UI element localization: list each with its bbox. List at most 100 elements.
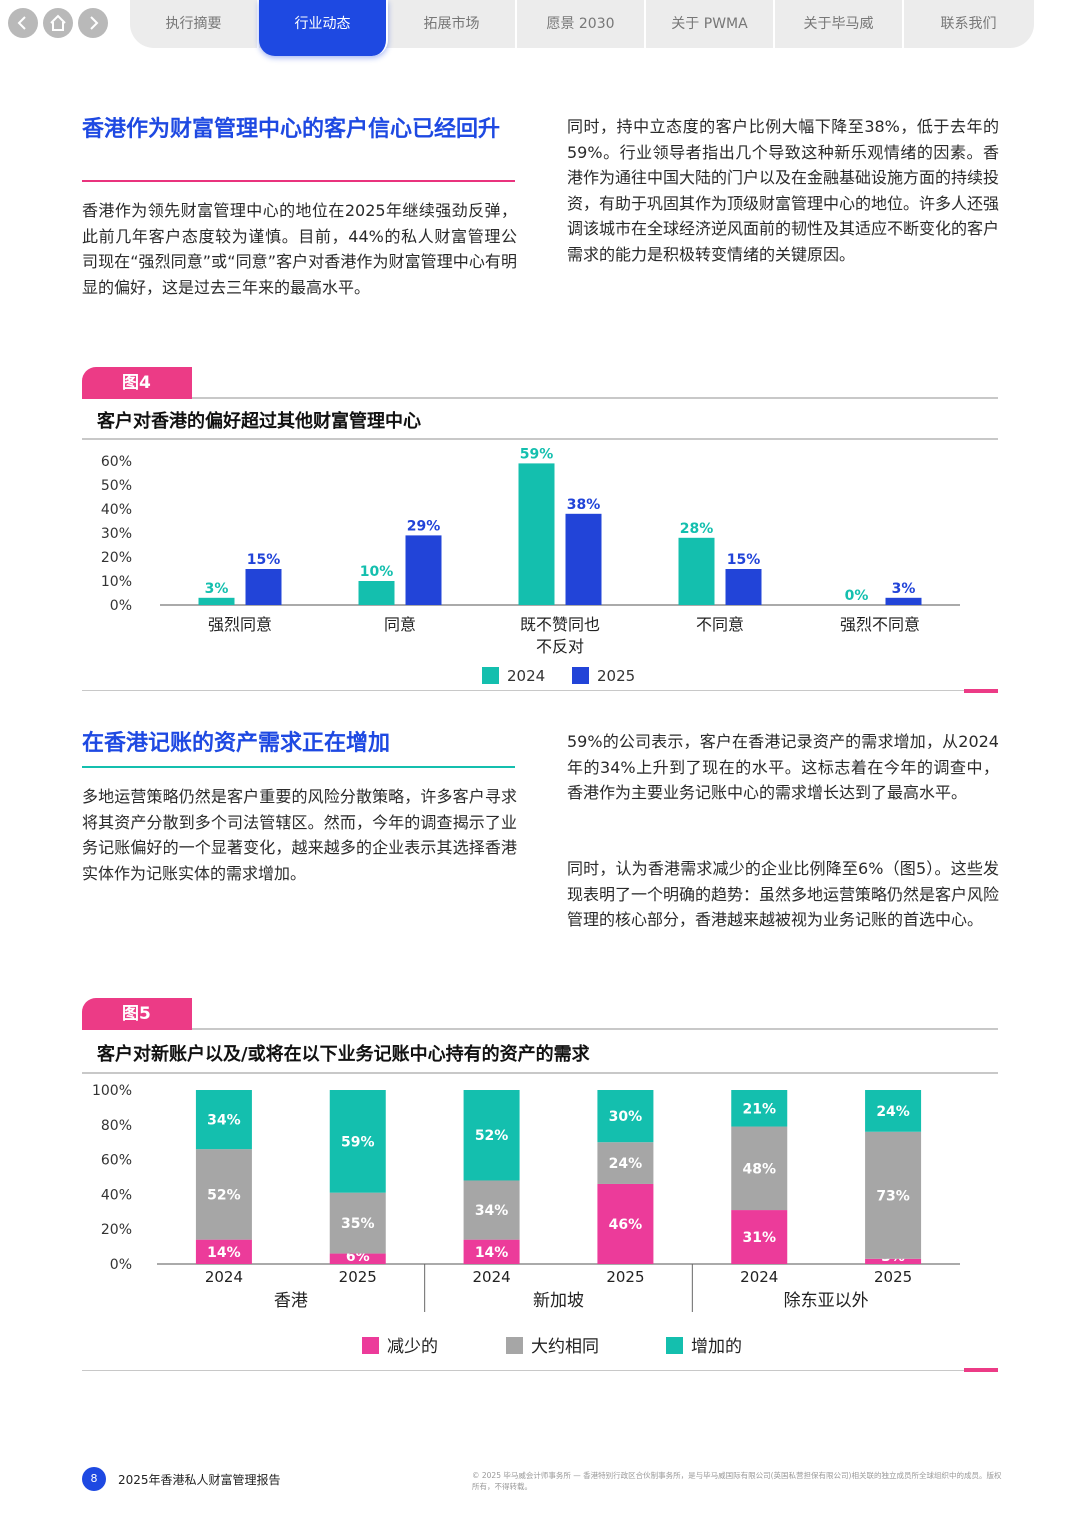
data-label: 46% <box>609 1217 643 1233</box>
stack-segment-减少的 <box>329 1253 386 1264</box>
data-label: 34% <box>207 1113 241 1129</box>
legend-swatch-2024 <box>482 667 499 684</box>
section2-left-paragraph: 多地运营策略仍然是客户重要的风险分散策略，许多客户寻求将其资产分散到多个司法管辖… <box>82 787 517 883</box>
home-icon[interactable] <box>43 8 73 38</box>
figure5-title: 客户对新账户以及/或将在以下业务记账中心持有的资产的需求 <box>97 1044 590 1065</box>
legend-swatch-2025 <box>572 667 589 684</box>
section1-right-paragraph: 同时，持中立态度的客户比例大幅下降至38%，低于去年的59%。行业领导者指出几个… <box>567 117 1000 264</box>
y-tick-label: 100% <box>92 1083 132 1099</box>
y-tick-label: 80% <box>101 1118 132 1134</box>
data-label: 21% <box>742 1101 776 1117</box>
figure5-top-rule <box>192 1028 998 1030</box>
tab-about-pwma[interactable]: 关于 PWMA <box>646 0 775 48</box>
tab-vision-2030[interactable]: 愿景 2030 <box>517 0 646 48</box>
figure5-bottom-rule <box>82 1370 998 1371</box>
section1-heading: 香港作为财富管理中心的客户信心已经回升 <box>82 117 501 142</box>
stack-segment-增加的 <box>597 1090 654 1143</box>
section-tabs: 执行摘要 行业动态 拓展市场 愿景 2030 关于 PWMA 关于毕马威 联系我… <box>130 0 1034 56</box>
chevron-right-icon[interactable] <box>78 8 108 38</box>
x-category-label: 强烈不同意 <box>840 615 920 634</box>
stack-segment-减少的 <box>195 1239 252 1264</box>
bar-2025 <box>245 569 282 605</box>
y-tick-label: 20% <box>101 1222 132 1238</box>
stack-segment-增加的 <box>329 1090 386 1193</box>
figure5-title-rule <box>82 1072 998 1074</box>
legend-label: 2025 <box>597 667 635 685</box>
data-label: 15% <box>247 552 281 568</box>
stack-segment-减少的 <box>463 1239 520 1264</box>
figure5-end-mark <box>964 1368 998 1372</box>
y-tick-label: 40% <box>101 502 132 518</box>
stack-segment-大约相同 <box>731 1126 788 1211</box>
bar-2024 <box>358 581 395 605</box>
group-label: 新加坡 <box>533 1291 584 1311</box>
section2-right-paragraph-1: 59%的公司表示，客户在香港记录资产的需求增加，从2024年的34%上升到了现在… <box>567 732 999 802</box>
group-label: 香港 <box>274 1291 308 1311</box>
x-category-label: 2024 <box>740 1268 778 1286</box>
data-label: 24% <box>876 1104 910 1120</box>
x-category-label: 2024 <box>205 1268 243 1286</box>
data-label: 14% <box>207 1245 241 1261</box>
stack-segment-减少的 <box>865 1258 922 1264</box>
bar-2024 <box>198 597 235 605</box>
y-tick-label: 30% <box>101 526 132 542</box>
y-tick-label: 20% <box>101 550 132 566</box>
tab-industry-news[interactable]: 行业动态 <box>259 0 388 56</box>
data-label: 52% <box>475 1128 509 1144</box>
y-tick-label: 10% <box>101 574 132 590</box>
data-label: 48% <box>742 1161 776 1177</box>
data-label: 3% <box>205 581 229 597</box>
section2-heading: 在香港记账的资产需求正在增加 <box>82 731 391 756</box>
stack-segment-增加的 <box>463 1090 520 1181</box>
figure4-bottom-rule <box>82 690 998 691</box>
data-label: 30% <box>609 1109 643 1125</box>
y-tick-label: 60% <box>101 1153 132 1169</box>
x-category-label: 2025 <box>339 1268 377 1286</box>
section1-divider <box>82 180 515 182</box>
y-tick-label: 0% <box>110 598 132 614</box>
stack-segment-增加的 <box>195 1090 252 1150</box>
figure4-title-rule <box>82 438 998 440</box>
data-label: 3% <box>892 581 916 597</box>
figure4-chart: 0% 10% 20% 30% 40% 50% 60% 3% 15% 强烈同意 10% 29% 同意 59%… <box>101 446 960 685</box>
data-label: 15% <box>727 552 761 568</box>
stack-segment-减少的 <box>597 1183 654 1264</box>
bar-2024 <box>518 463 555 605</box>
data-label: 31% <box>742 1230 776 1246</box>
stack-segment-大约相同 <box>329 1192 386 1254</box>
section1-left-paragraph: 香港作为领先财富管理中心的地位在2025年继续强劲反弹，此前几年客户态度较为谨慎… <box>82 201 517 297</box>
footer-copyright: © 2025 毕马威会计师事务所 — 香港特别行政区合伙制事务所，是与毕马威国际… <box>472 1471 1002 1491</box>
top-navigation: 执行摘要 行业动态 拓展市场 愿景 2030 关于 PWMA 关于毕马威 联系我… <box>0 0 1080 60</box>
stack-segment-大约相同 <box>865 1131 922 1259</box>
figure4-tag: 图4 <box>82 367 192 399</box>
tab-about-kpmg[interactable]: 关于毕马威 <box>775 0 904 48</box>
section2-divider <box>82 766 515 768</box>
data-label: 35% <box>341 1216 375 1232</box>
figure4-title: 客户对香港的偏好超过其他财富管理中心 <box>97 411 421 432</box>
y-tick-label: 60% <box>101 454 132 470</box>
figure5-chart: 0%20%40%60%80%100%14%52%34%20246%35%59%2… <box>92 1083 960 1357</box>
legend-label: 大约相同 <box>531 1337 599 1357</box>
tab-expand-market[interactable]: 拓展市场 <box>388 0 517 48</box>
data-label: 10% <box>360 564 394 580</box>
figure4-top-rule <box>192 397 998 399</box>
bar-2024 <box>678 537 715 605</box>
x-category-label: 不同意 <box>696 615 744 634</box>
data-label: 52% <box>207 1187 241 1203</box>
stack-segment-大约相同 <box>463 1180 520 1240</box>
tab-executive-summary[interactable]: 执行摘要 <box>130 0 259 48</box>
data-label: 34% <box>475 1203 509 1219</box>
y-tick-label: 0% <box>110 1257 132 1273</box>
group-label: 除东亚以外 <box>784 1291 869 1311</box>
chevron-left-icon[interactable] <box>8 8 38 38</box>
x-category-label: 强烈同意 <box>208 615 272 634</box>
data-label: 0% <box>845 588 869 604</box>
legend-swatch-大约相同 <box>506 1337 523 1354</box>
stack-segment-大约相同 <box>597 1142 654 1184</box>
x-category-label: 不反对 <box>536 637 584 656</box>
tab-contact-us[interactable]: 联系我们 <box>940 16 997 32</box>
data-label: 14% <box>475 1245 509 1261</box>
figure4-end-mark <box>964 689 998 693</box>
x-category-label: 2025 <box>606 1268 644 1286</box>
data-label: 24% <box>609 1156 643 1172</box>
